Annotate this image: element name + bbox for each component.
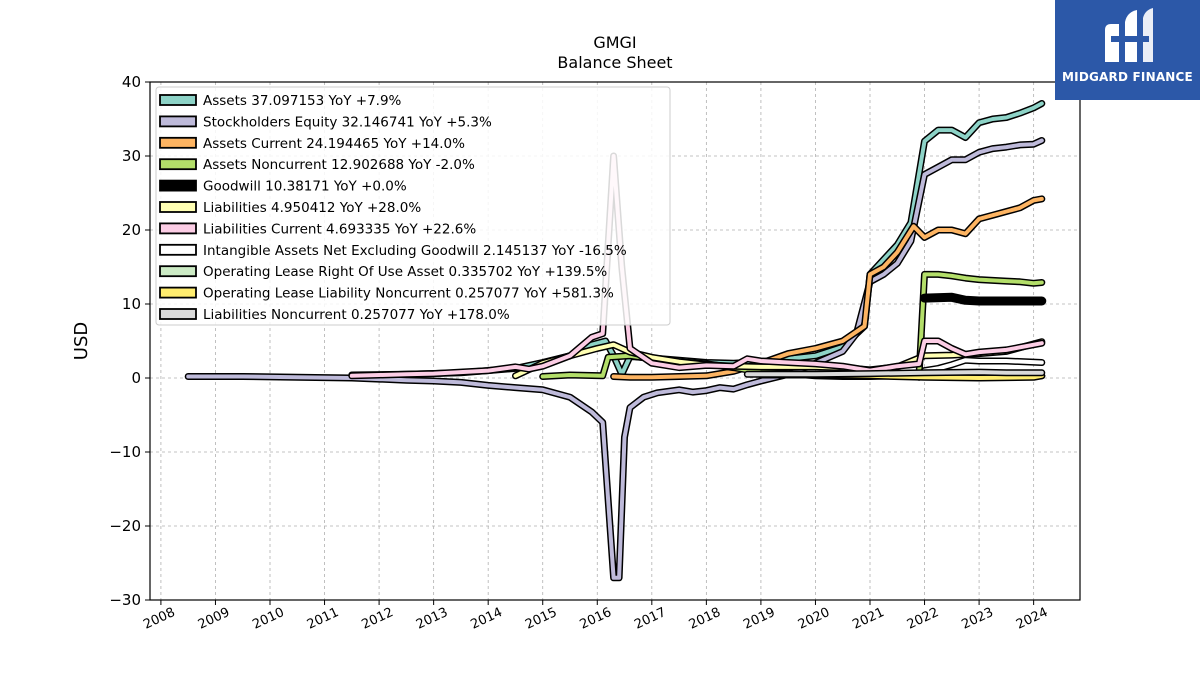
chart-subtitle: Balance Sheet <box>557 53 672 72</box>
legend-entry: Liabilities Noncurrent 0.257077 YoY +178… <box>203 307 510 323</box>
series-line-stockholders-equity <box>186 138 1044 580</box>
y-tick-label: 10 <box>122 295 141 313</box>
series-line-assets-current <box>611 196 1044 380</box>
legend-swatch <box>159 201 197 213</box>
series-line-liabilities-current <box>349 154 1044 378</box>
legend-swatch <box>159 94 197 106</box>
mf-logo-icon <box>1105 8 1153 62</box>
legend-entry: Liabilities Current 4.693335 YoY +22.6% <box>203 221 476 237</box>
series-line-liabilities-noncurrent <box>745 370 1044 377</box>
legend-entry: Assets Noncurrent 12.902688 YoY -2.0% <box>203 157 475 173</box>
y-tick-label: 30 <box>122 147 141 165</box>
y-tick-label: 20 <box>122 221 141 239</box>
y-tick-label: −20 <box>109 517 141 535</box>
midgard-finance-logo: MIDGARD FINANCE <box>1055 0 1200 100</box>
legend-swatch <box>159 115 197 128</box>
legend-swatch <box>159 243 197 256</box>
plot-frame <box>149 81 1081 601</box>
y-axis-label: USD <box>71 322 92 360</box>
logo-text: MIDGARD FINANCE <box>1062 70 1193 84</box>
legend-swatch <box>159 222 197 235</box>
series-outline-goodwill <box>920 292 1047 306</box>
legend-entry: Goodwill 10.38171 YoY +0.0% <box>203 179 407 195</box>
legend-swatch <box>159 158 197 171</box>
legend-entry: Liabilities 4.950412 YoY +28.0% <box>203 200 421 216</box>
legend-entry: Assets 37.097153 YoY +7.9% <box>203 93 402 109</box>
chart-title: GMGI <box>593 33 636 52</box>
legend-swatch <box>159 286 197 299</box>
legend-swatch <box>159 136 197 149</box>
legend-entry: Stockholders Equity 32.146741 YoY +5.3% <box>203 114 492 130</box>
legend-swatch <box>159 308 197 320</box>
legend-swatch <box>159 265 197 278</box>
legend-box <box>155 86 671 326</box>
series-line-liabilities <box>513 339 1044 378</box>
legend-entry: Assets Current 24.194465 YoY +14.0% <box>203 136 465 152</box>
legend-swatch <box>159 179 197 192</box>
y-tick-label: 40 <box>122 73 141 91</box>
legend: Assets 37.097153 YoY +7.9% Stockholders E… <box>155 86 671 326</box>
series-lines <box>184 100 1047 582</box>
y-tick-label: −10 <box>109 443 141 461</box>
y-tick-label: 0 <box>131 369 141 387</box>
legend-entry: Intangible Assets Net Excluding Goodwill… <box>203 243 627 259</box>
y-tick-label: −30 <box>109 591 141 609</box>
legend-entry: Operating Lease Right Of Use Asset 0.335… <box>203 264 607 280</box>
legend-entry: Operating Lease Liability Noncurrent 0.2… <box>203 286 614 302</box>
